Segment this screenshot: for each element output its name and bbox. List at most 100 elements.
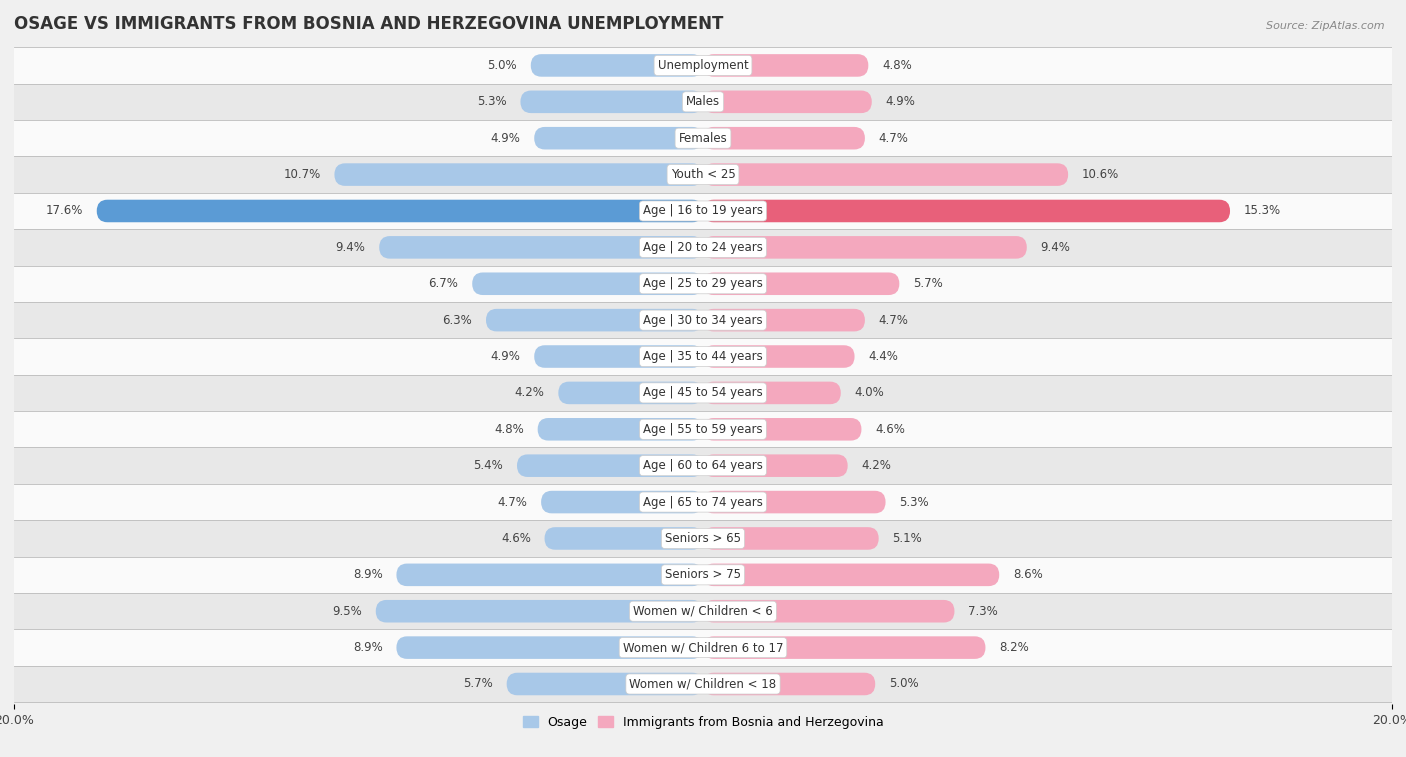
Text: Women w/ Children 6 to 17: Women w/ Children 6 to 17 [623,641,783,654]
Text: 6.3%: 6.3% [443,313,472,326]
Text: 4.0%: 4.0% [855,386,884,400]
Bar [14,338,1392,375]
Text: 5.7%: 5.7% [912,277,943,290]
FancyBboxPatch shape [703,637,986,659]
FancyBboxPatch shape [703,127,865,149]
FancyBboxPatch shape [703,164,1069,186]
Bar [14,193,1392,229]
Text: 4.8%: 4.8% [882,59,912,72]
Text: 4.2%: 4.2% [515,386,544,400]
FancyBboxPatch shape [97,200,703,223]
Bar [14,447,1392,484]
Text: 4.2%: 4.2% [862,459,891,472]
Text: 4.9%: 4.9% [886,95,915,108]
Bar [14,411,1392,447]
Text: Age | 35 to 44 years: Age | 35 to 44 years [643,350,763,363]
Text: 9.4%: 9.4% [1040,241,1070,254]
Text: 8.9%: 8.9% [353,569,382,581]
Text: Seniors > 65: Seniors > 65 [665,532,741,545]
FancyBboxPatch shape [703,345,855,368]
Text: 8.6%: 8.6% [1012,569,1043,581]
Bar [14,83,1392,120]
FancyBboxPatch shape [703,563,1000,586]
Text: 4.7%: 4.7% [498,496,527,509]
Text: Unemployment: Unemployment [658,59,748,72]
Text: 7.3%: 7.3% [969,605,998,618]
FancyBboxPatch shape [520,91,703,113]
Text: 4.8%: 4.8% [494,423,524,436]
Text: Seniors > 75: Seniors > 75 [665,569,741,581]
Text: 6.7%: 6.7% [429,277,458,290]
Text: 4.9%: 4.9% [491,350,520,363]
Bar [14,266,1392,302]
FancyBboxPatch shape [703,673,875,695]
FancyBboxPatch shape [703,418,862,441]
FancyBboxPatch shape [375,600,703,622]
Text: 5.0%: 5.0% [488,59,517,72]
Bar [14,629,1392,666]
FancyBboxPatch shape [541,491,703,513]
FancyBboxPatch shape [703,454,848,477]
Text: Age | 20 to 24 years: Age | 20 to 24 years [643,241,763,254]
Legend: Osage, Immigrants from Bosnia and Herzegovina: Osage, Immigrants from Bosnia and Herzeg… [517,711,889,734]
Text: 5.4%: 5.4% [474,459,503,472]
FancyBboxPatch shape [703,491,886,513]
Text: 5.3%: 5.3% [900,496,929,509]
Text: Age | 65 to 74 years: Age | 65 to 74 years [643,496,763,509]
Text: 4.7%: 4.7% [879,313,908,326]
Text: Age | 55 to 59 years: Age | 55 to 59 years [643,423,763,436]
FancyBboxPatch shape [703,600,955,622]
Text: 10.7%: 10.7% [284,168,321,181]
Text: Age | 45 to 54 years: Age | 45 to 54 years [643,386,763,400]
Text: 4.4%: 4.4% [869,350,898,363]
Text: OSAGE VS IMMIGRANTS FROM BOSNIA AND HERZEGOVINA UNEMPLOYMENT: OSAGE VS IMMIGRANTS FROM BOSNIA AND HERZ… [14,14,724,33]
FancyBboxPatch shape [703,527,879,550]
FancyBboxPatch shape [703,91,872,113]
Text: Source: ZipAtlas.com: Source: ZipAtlas.com [1267,21,1385,31]
Text: Youth < 25: Youth < 25 [671,168,735,181]
Text: 10.6%: 10.6% [1083,168,1119,181]
Text: Age | 60 to 64 years: Age | 60 to 64 years [643,459,763,472]
Bar [14,120,1392,157]
Text: 4.9%: 4.9% [491,132,520,145]
FancyBboxPatch shape [703,273,900,295]
Text: 4.6%: 4.6% [875,423,905,436]
Text: Women w/ Children < 6: Women w/ Children < 6 [633,605,773,618]
FancyBboxPatch shape [486,309,703,332]
Text: 8.9%: 8.9% [353,641,382,654]
FancyBboxPatch shape [703,309,865,332]
Text: 5.3%: 5.3% [477,95,506,108]
Text: 15.3%: 15.3% [1244,204,1281,217]
FancyBboxPatch shape [517,454,703,477]
Text: Age | 25 to 29 years: Age | 25 to 29 years [643,277,763,290]
Bar [14,666,1392,702]
Bar [14,375,1392,411]
FancyBboxPatch shape [537,418,703,441]
Text: 4.7%: 4.7% [879,132,908,145]
Bar [14,229,1392,266]
FancyBboxPatch shape [703,236,1026,259]
Text: 8.2%: 8.2% [1000,641,1029,654]
Bar [14,302,1392,338]
FancyBboxPatch shape [703,382,841,404]
FancyBboxPatch shape [534,345,703,368]
FancyBboxPatch shape [534,127,703,149]
FancyBboxPatch shape [506,673,703,695]
Bar [14,520,1392,556]
FancyBboxPatch shape [396,563,703,586]
FancyBboxPatch shape [472,273,703,295]
Text: 5.1%: 5.1% [893,532,922,545]
FancyBboxPatch shape [558,382,703,404]
Bar [14,484,1392,520]
Text: 9.5%: 9.5% [332,605,361,618]
Text: Age | 16 to 19 years: Age | 16 to 19 years [643,204,763,217]
Text: Females: Females [679,132,727,145]
FancyBboxPatch shape [544,527,703,550]
Text: Women w/ Children < 18: Women w/ Children < 18 [630,678,776,690]
Bar [14,47,1392,83]
FancyBboxPatch shape [335,164,703,186]
FancyBboxPatch shape [396,637,703,659]
FancyBboxPatch shape [703,200,1230,223]
FancyBboxPatch shape [703,55,869,76]
Text: 9.4%: 9.4% [336,241,366,254]
